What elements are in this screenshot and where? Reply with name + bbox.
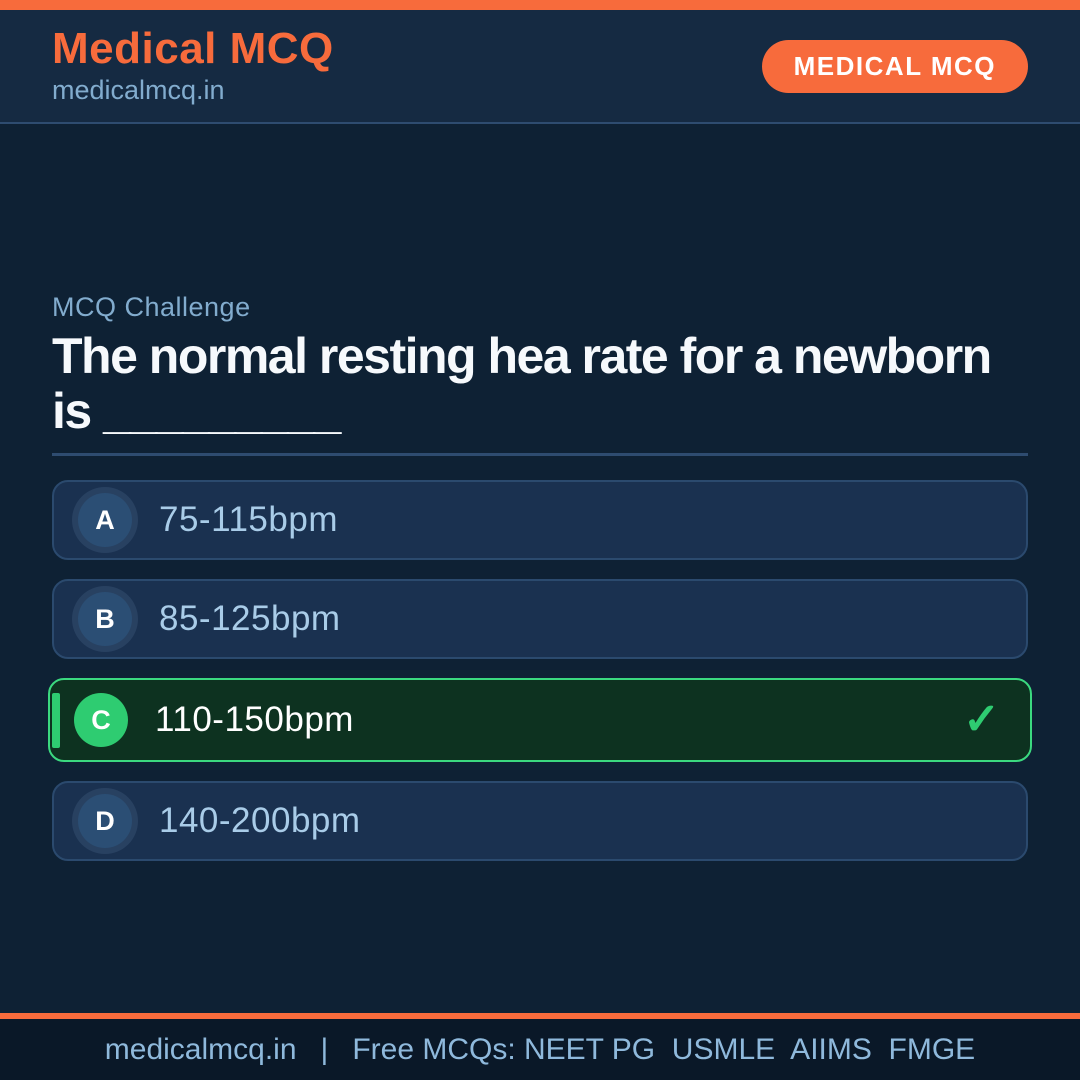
question-divider bbox=[52, 453, 1028, 456]
header: Medical MCQ medicalmcq.in MEDICAL MCQ bbox=[0, 10, 1080, 124]
option-letter-badge: C bbox=[74, 693, 128, 747]
brand-website: medicalmcq.in bbox=[52, 74, 225, 105]
option-text: 85-125bpm bbox=[159, 599, 341, 638]
top-accent-strip bbox=[0, 0, 1080, 10]
footer: medicalmcq.in | Free MCQs: NEET PG USMLE… bbox=[0, 1019, 1080, 1080]
options-list: A 75-115bpm B 85-125bpm C 110-150bpm ✓ D… bbox=[48, 480, 1032, 861]
option-text: 140-200bpm bbox=[159, 801, 361, 840]
correct-check-icon: ✓ bbox=[963, 695, 1000, 744]
footer-site: medicalmcq.in bbox=[104, 1032, 297, 1066]
option-row[interactable]: B 85-125bpm bbox=[52, 579, 1028, 659]
brand-badge: MEDICAL MCQ bbox=[761, 39, 1028, 93]
option-letter-badge: D bbox=[78, 794, 132, 848]
option-row[interactable]: A 75-115bpm bbox=[52, 480, 1028, 560]
question-section: MCQ Challenge The normal resting hea rat… bbox=[0, 124, 1080, 1013]
option-letter-badge: B bbox=[78, 592, 132, 646]
option-letter: B bbox=[95, 603, 115, 634]
question-title: The normal resting hea rate for a newbor… bbox=[52, 328, 992, 439]
option-letter: D bbox=[95, 805, 115, 836]
footer-accent-line bbox=[0, 1013, 1080, 1019]
option-letter: A bbox=[95, 504, 115, 535]
option-row[interactable]: D 140-200bpm bbox=[52, 781, 1028, 861]
option-letter: C bbox=[91, 704, 111, 735]
option-text: 110-150bpm bbox=[155, 700, 354, 739]
option-letter-badge: A bbox=[78, 493, 132, 547]
option-text: 75-115bpm bbox=[159, 500, 338, 539]
brand-block: Medical MCQ medicalmcq.in bbox=[52, 26, 334, 105]
footer-separator: | bbox=[320, 1032, 329, 1066]
footer-exams: Free MCQs: NEET PG USMLE AIIMS FMGE bbox=[352, 1032, 976, 1066]
brand-title: Medical MCQ bbox=[52, 24, 334, 74]
question-label: MCQ Challenge bbox=[52, 292, 251, 322]
option-row[interactable]: C 110-150bpm ✓ bbox=[48, 678, 1032, 762]
